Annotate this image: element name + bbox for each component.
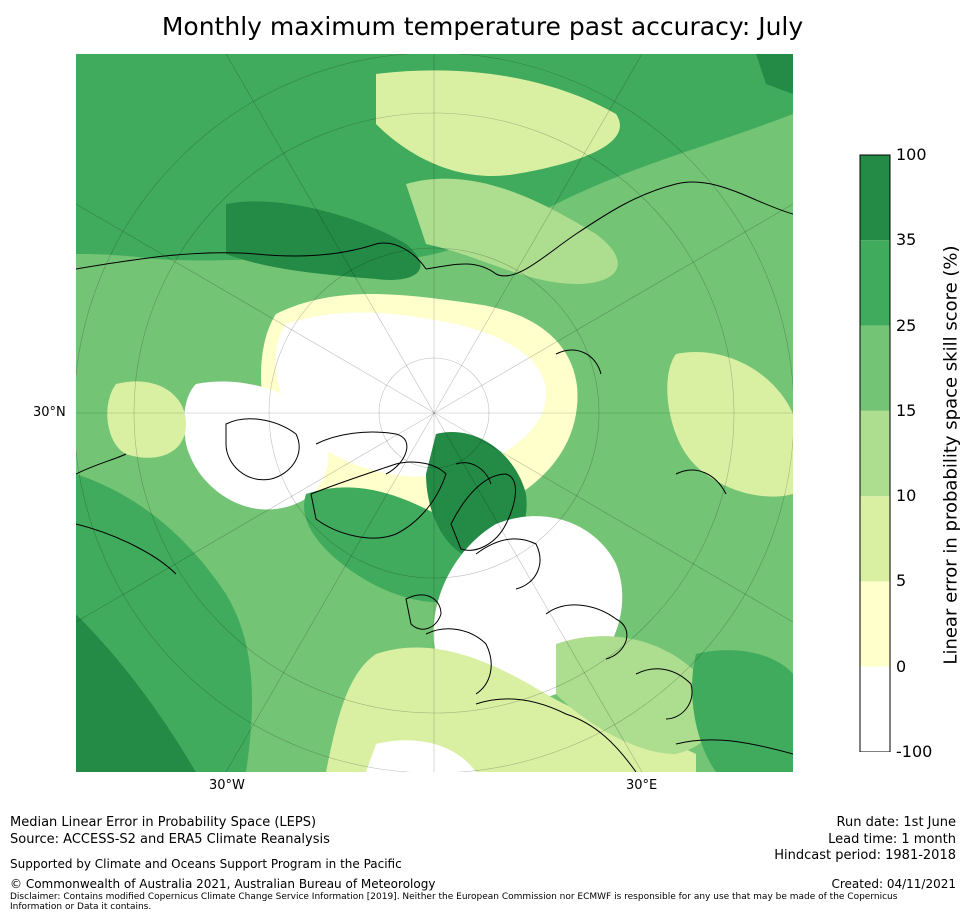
footer-disclaimer: Disclaimer: Contains modified Copernicus… xyxy=(10,892,898,912)
polar-map xyxy=(76,54,793,772)
colorbar-bin xyxy=(860,325,890,411)
colorbar-bin xyxy=(860,410,890,497)
footer-copyright: © Commonwealth of Australia 2021, Austra… xyxy=(10,877,436,891)
skill-region-europe-light xyxy=(326,647,696,772)
colorbar-bin xyxy=(860,666,890,752)
footer-run-date: Run date: 1st June xyxy=(836,815,956,830)
skill-region-arctic-white xyxy=(275,312,546,477)
skill-region-light-band xyxy=(406,178,618,284)
colorbar-label: Linear error in probability space skill … xyxy=(940,245,962,665)
colorbar-tick-label: -100 xyxy=(896,742,933,761)
colorbar-tick-label: 35 xyxy=(896,230,917,250)
skill-region-pacific-light xyxy=(107,381,186,458)
colorbar-bin xyxy=(860,581,890,667)
colorbar-tick-label: 15 xyxy=(896,400,917,420)
colorbar-bin xyxy=(860,496,890,582)
colorbar-tick-label: 5 xyxy=(896,571,907,591)
skill-region-atlantic-dark xyxy=(304,487,487,603)
footer-hindcast: Hindcast period: 1981-2018 xyxy=(774,848,956,863)
skill-region-darkest-topright xyxy=(756,54,793,94)
footer-supported: Supported by Climate and Oceans Support … xyxy=(10,857,402,871)
skill-region-darkest-top xyxy=(226,201,421,280)
colorbar xyxy=(859,154,891,752)
lat-label-30n: 30°N xyxy=(33,405,66,420)
skill-region-lowerleft-dark xyxy=(76,614,196,772)
lon-label-30w: 30°W xyxy=(209,778,245,793)
skill-region-bottomright xyxy=(692,650,793,772)
graticule xyxy=(76,54,793,772)
colorbar-bin xyxy=(860,240,890,326)
skill-region-light-top xyxy=(376,70,620,176)
footer-leps: Median Linear Error in Probability Space… xyxy=(10,815,317,830)
skill-region-right-light xyxy=(667,352,793,497)
footer-lead-time: Lead time: 1 month xyxy=(828,832,956,847)
footer-source: Source: ACCESS-S2 and ERA5 Climate Reana… xyxy=(10,832,330,847)
skill-region-bottom-white xyxy=(366,740,476,772)
colorbar-tick-label: 0 xyxy=(896,656,907,676)
skill-region-canada-white xyxy=(184,381,329,510)
skill-region-mideast xyxy=(556,636,716,754)
chart-title: Monthly maximum temperature past accurac… xyxy=(161,12,804,41)
colorbar-tick-label: 10 xyxy=(896,486,917,506)
skill-region-lowerleft xyxy=(76,474,252,772)
lon-label-30e: 30°E xyxy=(626,778,658,793)
colorbar-bin xyxy=(860,155,890,241)
footer-created: Created: 04/11/2021 xyxy=(831,877,956,891)
coastlines xyxy=(76,181,793,772)
colorbar-tick-label: 100 xyxy=(896,145,927,164)
colorbar-tick-label: 25 xyxy=(896,315,917,335)
